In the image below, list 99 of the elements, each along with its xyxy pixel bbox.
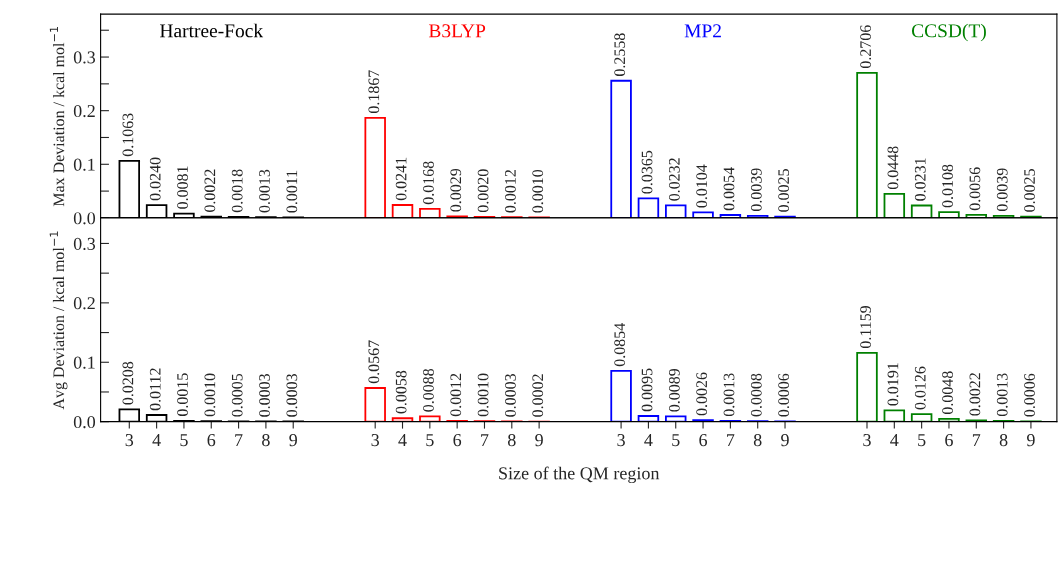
data-label: 0.0191	[887, 363, 899, 406]
data-label: 0.0365	[641, 150, 653, 194]
y-tick-label: 0.0	[73, 415, 96, 429]
data-label: 0.0003	[259, 374, 270, 417]
data-label: 0.0010	[477, 373, 489, 417]
data-label: 0.0241	[395, 157, 407, 201]
x-tick-label: 5	[426, 434, 434, 447]
data-label: 0.0013	[259, 169, 270, 213]
x-tick-label: 4	[644, 434, 653, 446]
data-label: 0.0208	[122, 361, 134, 405]
data-label: 0.0013	[996, 373, 1008, 417]
y-axis-title: Avg Deviation / kcal mol$^{−1}$	[49, 231, 68, 410]
x-tick-label: 6	[453, 434, 462, 447]
data-label: 0.0854	[614, 323, 626, 367]
data-label: 0.0003	[505, 374, 516, 417]
x-tick-label: 3	[371, 434, 379, 447]
data-label: 0.0039	[996, 168, 1008, 212]
text: B3LYP	[428, 24, 486, 38]
data-label: 0.0095	[641, 368, 653, 412]
data-label: 0.0058	[395, 370, 407, 414]
data-label: 0.0018	[231, 169, 243, 213]
text: Hartree-Fock	[159, 23, 264, 38]
data-label: 0.0112	[149, 368, 161, 411]
y-tick-label: 0.3	[73, 237, 96, 250]
data-label: 0.1159	[860, 305, 872, 349]
x-tick-label: 7	[972, 434, 981, 446]
x-tick-label: 7	[481, 434, 489, 446]
x-tick-label: 6	[207, 434, 216, 447]
data-label: 0.0168	[423, 161, 434, 205]
data-label: 0.0015	[177, 373, 189, 416]
data-label: 0.1063	[122, 113, 134, 157]
data-label: 0.0022	[969, 373, 981, 416]
data-label: 0.0039	[750, 168, 762, 212]
data-label: 0.0054	[723, 167, 735, 211]
data-label: 0.0025	[778, 169, 790, 212]
y-tick-label: 0.2	[73, 104, 95, 118]
data-label: 0.0006	[1024, 373, 1035, 417]
y-axis-title: Max Deviation / kcal mol$^{−1}$	[49, 26, 65, 207]
x-tick-label: 8	[507, 434, 516, 447]
data-label: 0.0020	[477, 169, 489, 213]
x-tick-label: 9	[781, 434, 789, 447]
data-label: 0.0010	[204, 373, 216, 417]
data-label: 0.0108	[942, 164, 954, 208]
x-tick-label: 9	[289, 434, 297, 447]
x-tick-label: 3	[617, 434, 625, 447]
x-tick-label: 3	[125, 434, 134, 447]
data-label: 0.0003	[286, 374, 298, 417]
data-label: 0.0088	[423, 368, 434, 412]
data-label: 0.0567	[368, 340, 380, 384]
data-label: 0.0126	[914, 366, 926, 410]
data-label: 0.0012	[505, 170, 516, 213]
data-label: 0.0005	[231, 373, 243, 417]
data-label: 0.1867	[368, 70, 380, 114]
data-label: 0.0022	[204, 169, 216, 212]
text: CCSD(T)	[911, 23, 986, 42]
data-label: 0.0104	[696, 164, 708, 208]
data-label: 0.0012	[450, 373, 462, 417]
x-tick-label: 7	[235, 434, 243, 446]
data-label: 0.0029	[450, 168, 462, 212]
x-tick-label: 5	[672, 434, 680, 447]
x-tick-label: 8	[999, 434, 1008, 447]
x-tick-label: 5	[918, 434, 926, 447]
data-label: 0.0448	[887, 146, 899, 190]
data-label: 0.0010	[532, 169, 544, 213]
x-tick-label: 7	[727, 434, 735, 446]
y-tick-label: 0.1	[73, 158, 95, 171]
y-tick-label: 0.0	[73, 212, 96, 225]
y-tick-label: 0.1	[73, 356, 95, 369]
x-tick-label: 9	[535, 434, 543, 447]
data-label: 0.0026	[696, 372, 708, 416]
data-label: 0.0048	[942, 371, 954, 415]
data-label: 0.0089	[668, 368, 680, 412]
x-tick-label: 9	[1026, 434, 1035, 447]
data-label: 0.0240	[149, 157, 161, 201]
x-tick-label: 6	[699, 434, 708, 447]
data-label: 0.0025	[1024, 169, 1035, 212]
data-label: 0.0013	[723, 373, 735, 417]
x-tick-label: 8	[753, 434, 762, 447]
x-tick-label: 5	[180, 434, 188, 447]
data-label: 0.0002	[532, 374, 544, 417]
data-label: 0.0008	[750, 373, 762, 417]
y-tick-label: 0.3	[73, 51, 96, 64]
data-label: 0.0056	[969, 167, 981, 211]
data-label: 0.0232	[668, 158, 680, 201]
x-tick-label: 8	[262, 434, 270, 447]
data-label: 0.0081	[177, 166, 189, 209]
x-tick-label: 6	[945, 434, 953, 447]
x-tick-label: 3	[863, 434, 871, 447]
x-tick-label: 4	[398, 434, 407, 446]
data-label: 0.0006	[778, 373, 790, 417]
data-label: 0.0231	[914, 158, 926, 201]
y-tick-label: 0.2	[73, 297, 95, 310]
text: MP2	[684, 24, 721, 38]
x-tick-label: 4	[152, 434, 161, 446]
x-tick-label: 4	[890, 434, 899, 446]
data-label: 0.2706	[860, 25, 872, 69]
data-label: 0.2558	[614, 33, 626, 76]
x-axis-title: Size of the QM region	[499, 466, 660, 484]
data-label: 0.0011	[286, 170, 298, 213]
